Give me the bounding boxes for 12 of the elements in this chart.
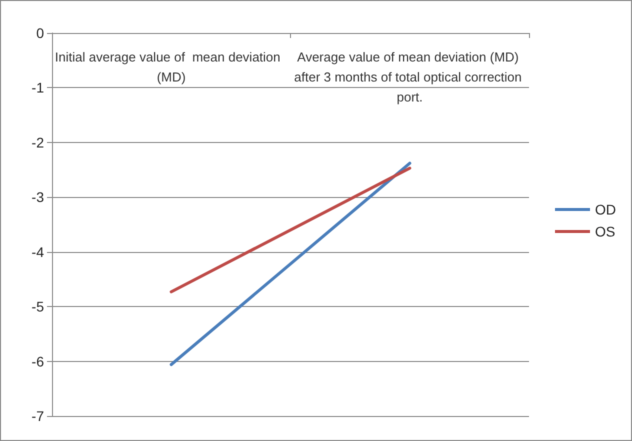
x-tick-label: Initial average value of mean deviation (MD) — [54, 50, 288, 84]
y-tick-label: -5 — [32, 298, 44, 315]
y-tick-label: -2 — [32, 134, 44, 150]
y-tick-label: -1 — [32, 80, 44, 96]
y-tick-label: -6 — [32, 353, 44, 370]
x-tick-label: Average value of mean deviation (MD) after 3 months of total optical correction port. — [294, 50, 526, 104]
y-tick-label: -7 — [32, 408, 44, 424]
y-tick-label: -3 — [32, 189, 44, 206]
y-tick-label: 0 — [36, 25, 44, 41]
y-tick-label: -4 — [32, 244, 44, 260]
legend-label: OD — [595, 202, 616, 218]
legend-label: OS — [595, 224, 616, 240]
